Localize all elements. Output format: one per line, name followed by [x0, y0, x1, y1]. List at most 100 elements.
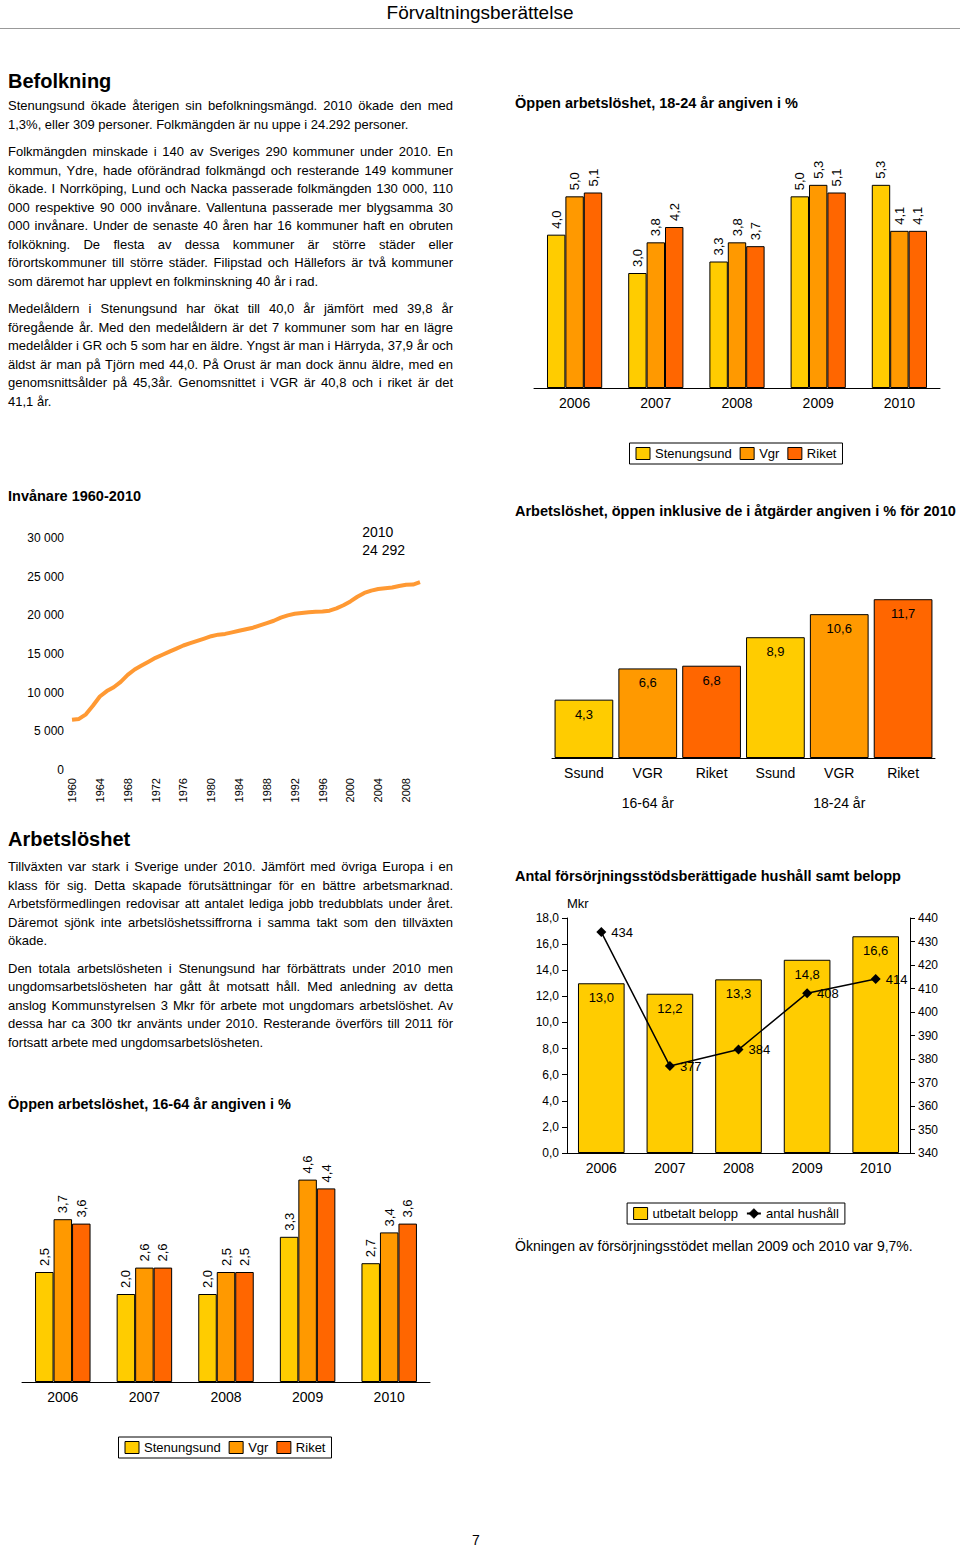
svg-text:2009: 2009: [803, 395, 834, 411]
svg-text:410: 410: [918, 982, 938, 996]
svg-text:8,0: 8,0: [542, 1042, 559, 1056]
svg-text:6,0: 6,0: [542, 1068, 559, 1082]
svg-text:3,6: 3,6: [400, 1200, 415, 1218]
svg-text:2,5: 2,5: [237, 1248, 252, 1266]
svg-text:2009: 2009: [792, 1160, 823, 1176]
svg-text:5,0: 5,0: [567, 172, 582, 190]
svg-text:2008: 2008: [400, 778, 412, 802]
svg-text:2007: 2007: [654, 1160, 685, 1176]
svg-text:360: 360: [918, 1099, 938, 1113]
svg-text:5,3: 5,3: [873, 161, 888, 179]
svg-text:3,8: 3,8: [730, 218, 745, 236]
svg-text:8,9: 8,9: [766, 644, 784, 659]
svg-text:antal hushåll: antal hushåll: [766, 1206, 839, 1221]
svg-text:4,6: 4,6: [300, 1156, 315, 1174]
svg-text:10,6: 10,6: [827, 621, 852, 636]
svg-text:4,1: 4,1: [892, 207, 907, 225]
svg-text:2,0: 2,0: [542, 1120, 559, 1134]
svg-text:390: 390: [918, 1029, 938, 1043]
svg-text:3,0: 3,0: [630, 249, 645, 267]
svg-text:16,6: 16,6: [863, 943, 888, 958]
svg-text:1992: 1992: [289, 778, 301, 802]
svg-text:3,7: 3,7: [748, 222, 763, 240]
svg-text:1960: 1960: [66, 778, 78, 802]
svg-text:2010: 2010: [860, 1160, 891, 1176]
svg-text:1988: 1988: [261, 778, 273, 802]
svg-text:11,7: 11,7: [891, 606, 915, 621]
svg-text:2006: 2006: [559, 395, 590, 411]
svg-text:1964: 1964: [94, 778, 106, 802]
svg-text:384: 384: [749, 1042, 771, 1057]
svg-text:3,7: 3,7: [55, 1195, 70, 1213]
svg-text:4,2: 4,2: [667, 203, 682, 221]
svg-text:3,3: 3,3: [711, 237, 726, 255]
svg-text:30 000: 30 000: [27, 531, 64, 545]
svg-text:13,0: 13,0: [589, 990, 614, 1005]
svg-text:2,6: 2,6: [137, 1244, 152, 1262]
svg-text:13,3: 13,3: [726, 986, 751, 1001]
svg-text:3,6: 3,6: [74, 1200, 89, 1218]
svg-text:6,6: 6,6: [639, 675, 657, 690]
svg-text:2,5: 2,5: [219, 1248, 234, 1266]
svg-text:VGR: VGR: [633, 765, 663, 781]
svg-text:4,1: 4,1: [910, 207, 925, 225]
svg-text:24 292: 24 292: [362, 542, 405, 558]
svg-text:utbetalt belopp: utbetalt belopp: [653, 1206, 738, 1221]
svg-text:3,8: 3,8: [648, 218, 663, 236]
svg-text:Riket: Riket: [296, 1440, 326, 1455]
svg-text:1980: 1980: [205, 778, 217, 802]
svg-text:420: 420: [918, 958, 938, 972]
svg-text:1976: 1976: [177, 778, 189, 802]
svg-text:2,5: 2,5: [37, 1248, 52, 1266]
svg-text:18,0: 18,0: [536, 911, 560, 925]
svg-text:Riket: Riket: [887, 765, 919, 781]
svg-text:12,2: 12,2: [657, 1001, 682, 1016]
svg-text:1968: 1968: [122, 778, 134, 802]
svg-text:16,0: 16,0: [536, 937, 560, 951]
svg-text:377: 377: [680, 1059, 702, 1074]
svg-text:2007: 2007: [129, 1389, 160, 1405]
svg-text:Mkr: Mkr: [567, 896, 589, 911]
svg-text:1996: 1996: [317, 778, 329, 802]
svg-text:Riket: Riket: [696, 765, 728, 781]
svg-text:408: 408: [817, 986, 839, 1001]
svg-text:370: 370: [918, 1076, 938, 1090]
svg-text:2,6: 2,6: [155, 1244, 170, 1262]
svg-text:18-24 år: 18-24 år: [813, 795, 865, 811]
svg-text:2,7: 2,7: [363, 1239, 378, 1257]
svg-text:1972: 1972: [150, 778, 162, 802]
svg-text:12,0: 12,0: [536, 989, 560, 1003]
svg-text:Ssund: Ssund: [756, 765, 796, 781]
svg-text:4,0: 4,0: [549, 211, 564, 229]
svg-text:2,0: 2,0: [200, 1270, 215, 1288]
svg-text:2006: 2006: [47, 1389, 78, 1405]
svg-text:20 000: 20 000: [27, 608, 64, 622]
svg-text:2004: 2004: [372, 778, 384, 802]
svg-text:3,3: 3,3: [282, 1213, 297, 1231]
svg-text:Riket: Riket: [807, 446, 837, 461]
svg-text:434: 434: [611, 925, 633, 940]
svg-text:2010: 2010: [884, 395, 915, 411]
svg-text:Vgr: Vgr: [248, 1440, 269, 1455]
svg-text:Stenungsund: Stenungsund: [655, 446, 732, 461]
svg-text:10,0: 10,0: [536, 1015, 560, 1029]
svg-text:0: 0: [57, 763, 64, 777]
svg-text:5,0: 5,0: [792, 172, 807, 190]
svg-text:2000: 2000: [344, 778, 356, 802]
svg-text:430: 430: [918, 935, 938, 949]
svg-text:2007: 2007: [640, 395, 671, 411]
svg-text:350: 350: [918, 1123, 938, 1137]
svg-text:25 000: 25 000: [27, 570, 64, 584]
svg-text:2,0: 2,0: [118, 1270, 133, 1288]
svg-text:4,0: 4,0: [542, 1094, 559, 1108]
svg-text:5 000: 5 000: [34, 724, 64, 738]
svg-text:3,4: 3,4: [382, 1208, 397, 1226]
svg-text:5,1: 5,1: [586, 168, 601, 186]
svg-text:2010: 2010: [374, 1389, 405, 1405]
svg-text:6,8: 6,8: [703, 673, 721, 688]
svg-text:10 000: 10 000: [27, 686, 64, 700]
svg-text:16-64 år: 16-64 år: [622, 795, 674, 811]
svg-text:Stenungsund: Stenungsund: [144, 1440, 221, 1455]
svg-text:2008: 2008: [721, 395, 752, 411]
svg-text:4,3: 4,3: [575, 707, 593, 722]
